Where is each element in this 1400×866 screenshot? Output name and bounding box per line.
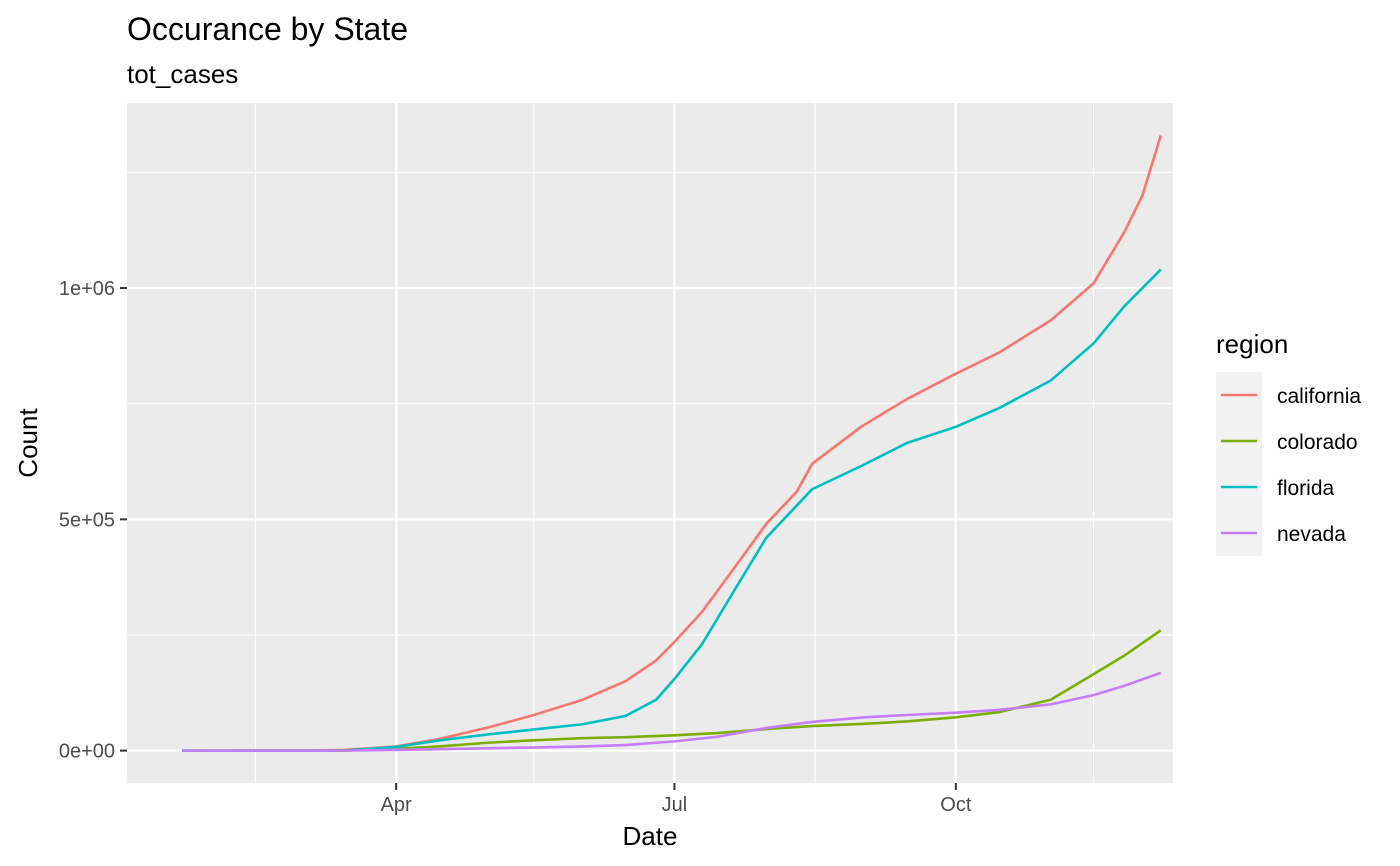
series-line-california xyxy=(182,135,1163,752)
y-tick-label: 5e+05 xyxy=(59,509,115,531)
legend-label: california xyxy=(1277,385,1361,408)
y-axis: 0e+00 5e+05 1e+06 xyxy=(59,278,127,763)
series-lines xyxy=(182,135,1163,752)
legend-label: colorado xyxy=(1277,431,1358,454)
x-axis: Apr Jul Oct xyxy=(381,783,972,816)
x-axis-title: Date xyxy=(623,821,678,851)
chart-subtitle: tot_cases xyxy=(127,59,238,89)
legend-item-florida: florida xyxy=(1216,464,1335,510)
legend: region california colorado florida nevada xyxy=(1216,329,1361,556)
x-tick-label: Oct xyxy=(940,794,972,816)
series-line-colorado xyxy=(182,629,1162,752)
legend-item-nevada: nevada xyxy=(1216,510,1346,556)
plot-panel xyxy=(127,103,1173,783)
minor-gridlines xyxy=(127,103,1173,783)
legend-label: nevada xyxy=(1277,523,1346,546)
series-line-nevada xyxy=(182,671,1162,752)
y-tick-label: 0e+00 xyxy=(59,741,115,763)
series-line-florida xyxy=(182,268,1162,752)
legend-title: region xyxy=(1216,329,1288,359)
legend-label: florida xyxy=(1277,477,1335,500)
x-tick-label: Jul xyxy=(662,794,688,816)
y-tick-label: 1e+06 xyxy=(59,278,115,300)
legend-item-california: california xyxy=(1216,372,1361,418)
y-axis-title: Count xyxy=(13,408,43,478)
x-tick-label: Apr xyxy=(381,794,412,816)
legend-item-colorado: colorado xyxy=(1216,418,1358,464)
chart-title: Occurance by State xyxy=(127,11,408,47)
